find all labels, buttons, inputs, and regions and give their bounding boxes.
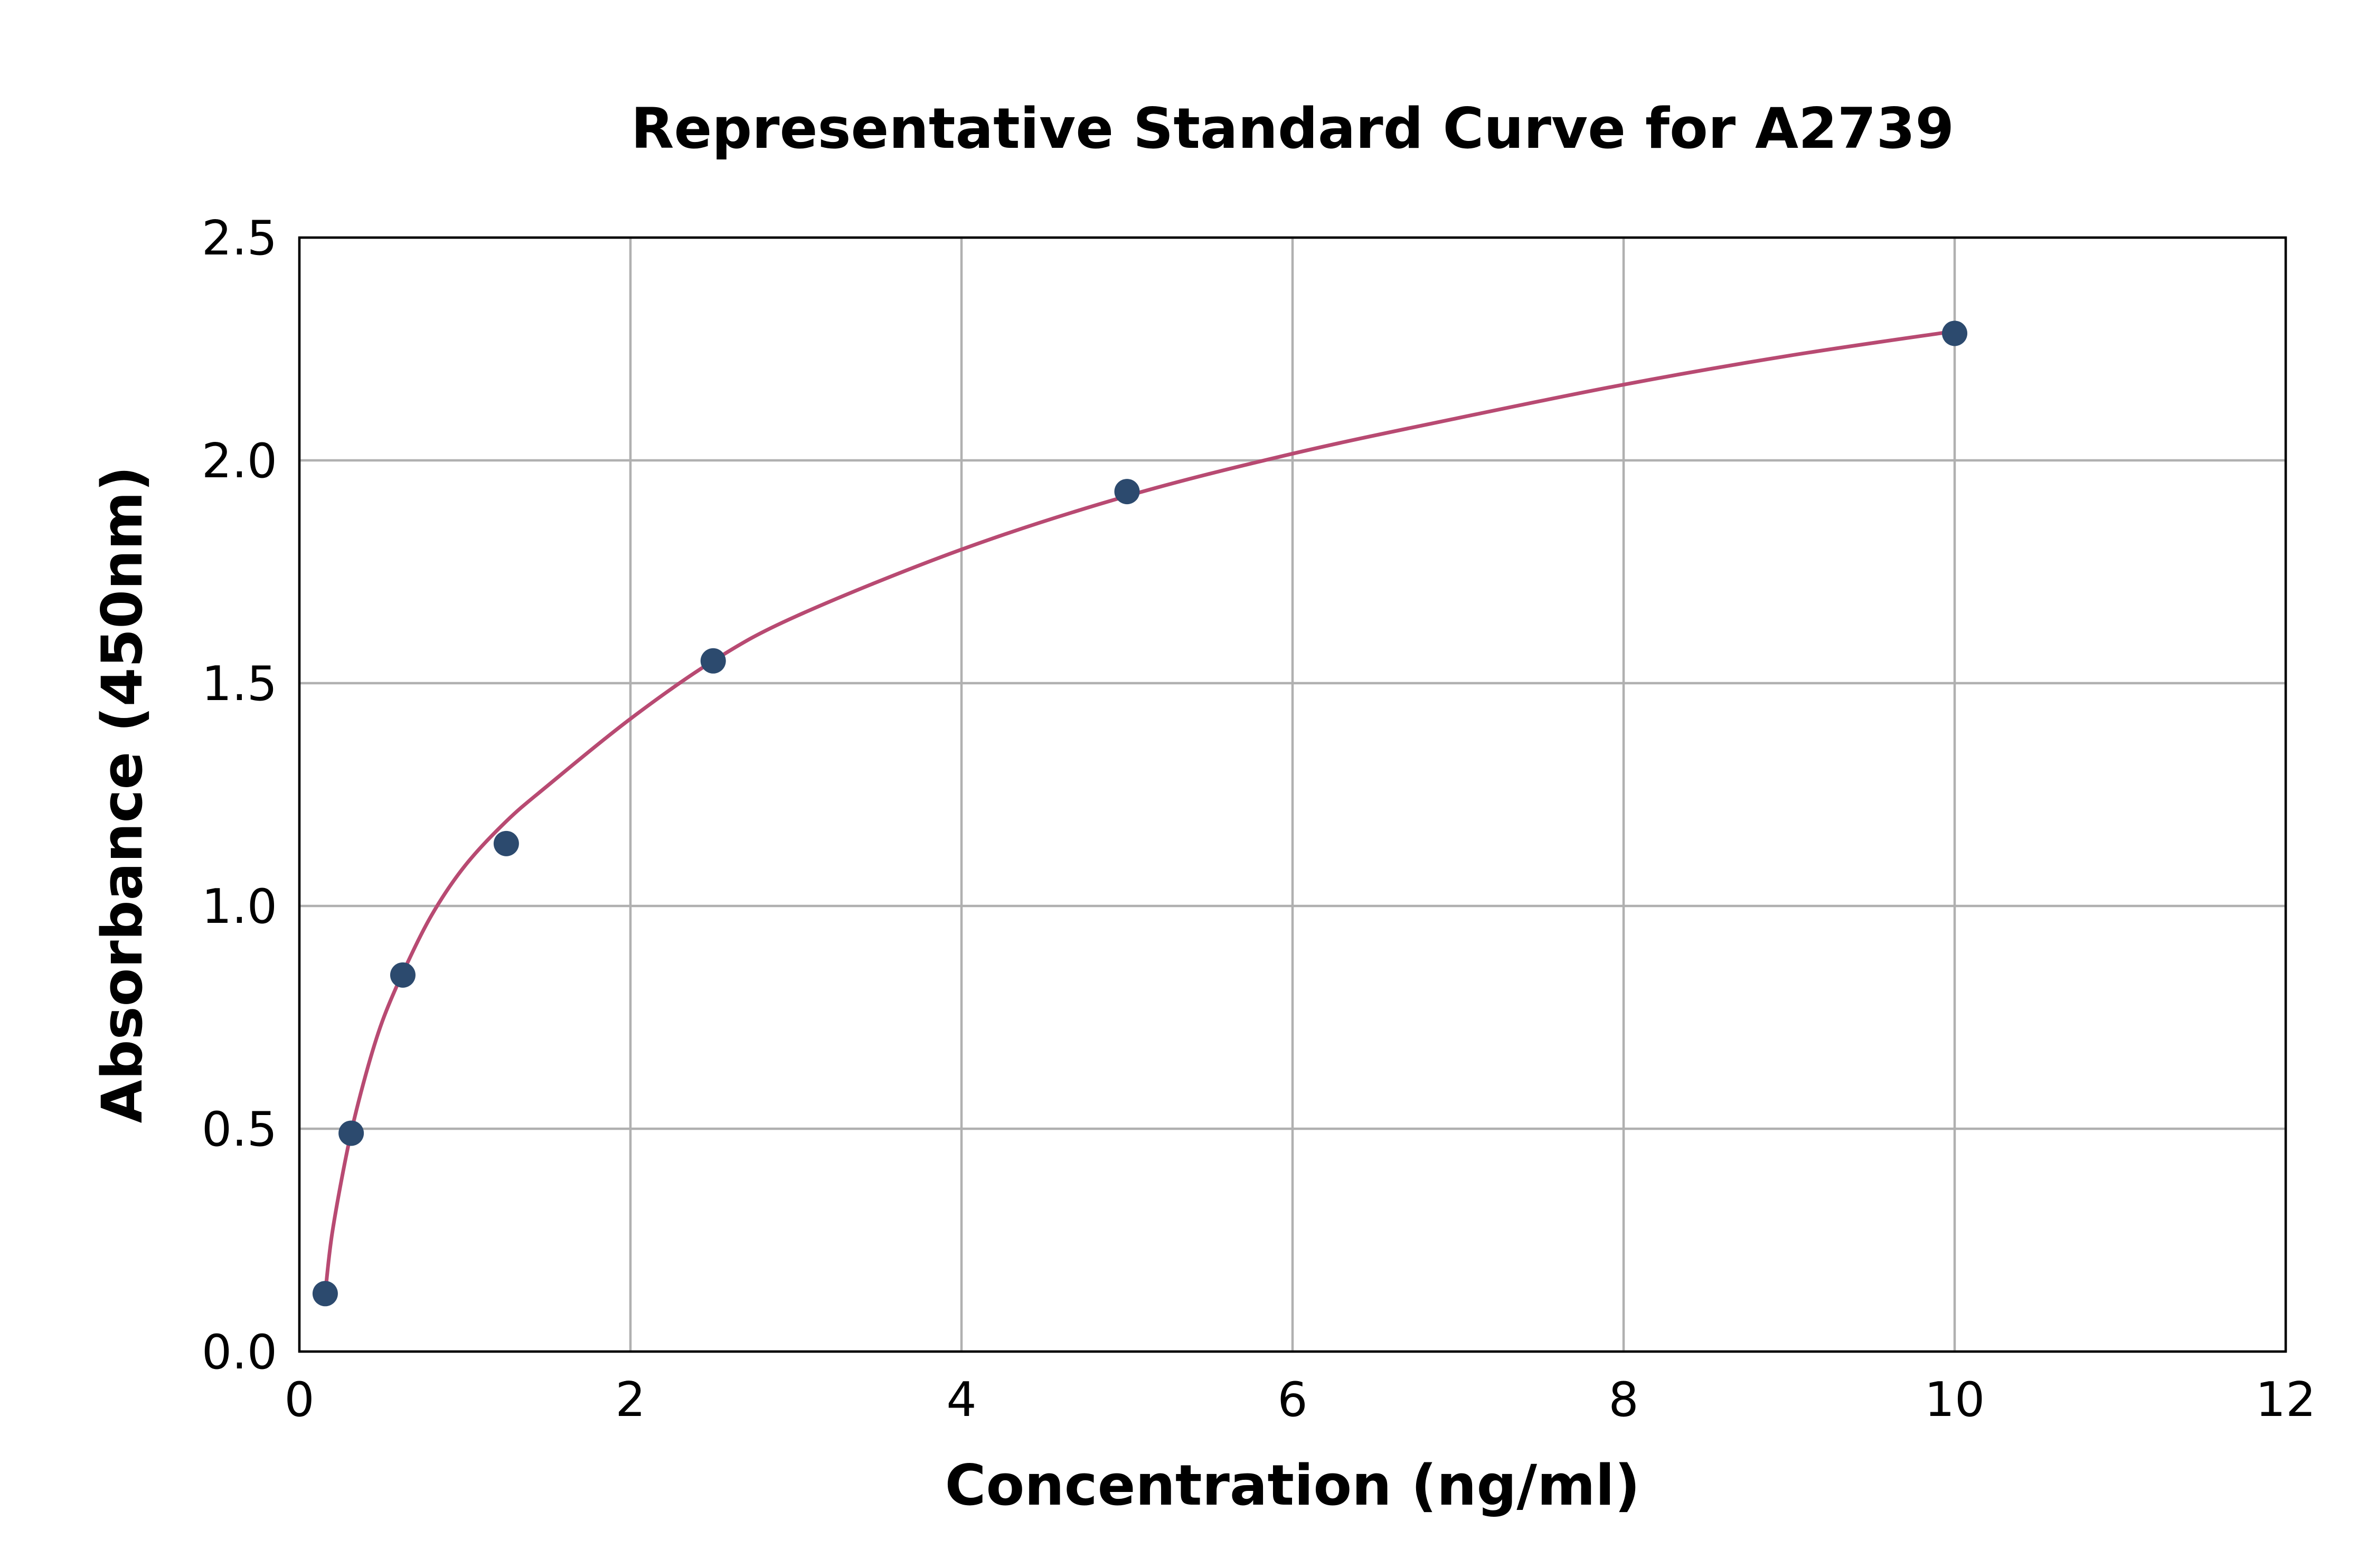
- data-point: [312, 1281, 338, 1307]
- y-tick-label: 0.0: [202, 1325, 277, 1380]
- y-tick-label: 1.0: [202, 879, 277, 934]
- x-axis-label: Concentration (ng/ml): [945, 1453, 1640, 1518]
- data-point: [390, 962, 416, 988]
- plot-frame: [298, 236, 2287, 1353]
- y-tick-label: 2.0: [202, 433, 277, 489]
- x-tick-label: 12: [2256, 1372, 2316, 1428]
- data-point: [700, 648, 726, 674]
- y-tick-label: 1.5: [202, 656, 277, 712]
- data-points: [312, 320, 1967, 1307]
- fit-curve-line: [323, 329, 1955, 1294]
- data-point: [493, 830, 519, 856]
- x-tick-label: 4: [946, 1372, 976, 1428]
- y-tick-labels: 0.0 0.5 1.0 1.5 2.0 2.5: [202, 211, 277, 1380]
- x-tick-label: 0: [284, 1372, 314, 1428]
- y-axis-label: Absorbance (450nm): [90, 466, 155, 1123]
- axis-ticks: [288, 238, 2286, 1363]
- x-tick-label: 8: [1608, 1372, 1638, 1428]
- gridlines: [298, 236, 2287, 1353]
- y-tick-label: 2.5: [202, 211, 277, 266]
- x-tick-label: 6: [1277, 1372, 1307, 1428]
- x-tick-label: 10: [1925, 1372, 1985, 1428]
- x-tick-labels: 0 2 4 6 8 10 12: [284, 1372, 2316, 1428]
- y-tick-label: 0.5: [202, 1102, 277, 1157]
- data-point: [1942, 320, 1967, 346]
- chart-title: Representative Standard Curve for A2739: [631, 96, 1954, 161]
- data-point: [1114, 479, 1140, 505]
- x-tick-label: 2: [615, 1372, 645, 1428]
- data-point: [338, 1120, 364, 1146]
